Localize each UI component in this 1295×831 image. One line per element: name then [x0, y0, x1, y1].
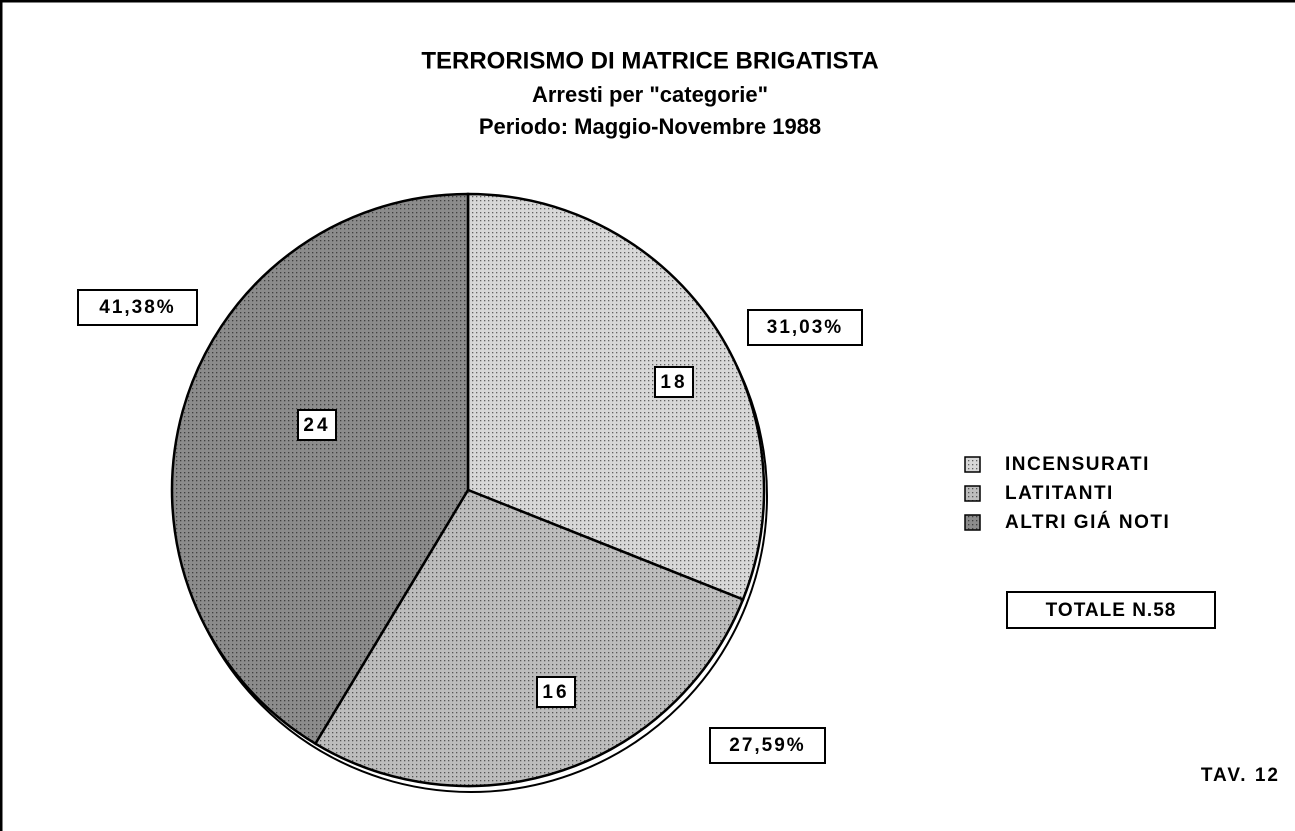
value-label-box	[77, 289, 198, 326]
slice-texture	[468, 194, 764, 600]
count-label: 18	[660, 372, 687, 393]
slice-texture	[315, 490, 744, 786]
value-label-box	[747, 309, 863, 346]
legend-texture	[965, 515, 980, 530]
chart-title: TERRORISMO DI MATRICE BRIGATISTA	[421, 47, 878, 74]
count-label: 24	[303, 415, 330, 436]
annotation: TAV. 12	[1201, 765, 1280, 786]
count-box	[654, 366, 694, 398]
count-label: 16	[542, 682, 569, 703]
chart-subtitle: Periodo: Maggio-Novembre 1988	[479, 114, 821, 139]
legend-label: ALTRI GIÁ NOTI	[1005, 511, 1170, 533]
legend-label: LATITANTI	[1005, 483, 1114, 504]
count-box	[297, 409, 337, 441]
value-label: 27,59%	[729, 735, 805, 756]
value-label: 31,03%	[767, 317, 843, 338]
total-label: TOTALE N.58	[1046, 600, 1177, 621]
slice-texture	[171, 193, 468, 744]
legend-label: INCENSURATI	[1005, 454, 1150, 475]
legend-texture	[965, 486, 980, 501]
count-box	[536, 676, 576, 708]
value-label: 41,38%	[99, 297, 175, 318]
chart-subtitle: Arresti per "categorie"	[532, 82, 768, 107]
value-label-box	[709, 727, 826, 764]
total-box	[1006, 591, 1216, 629]
legend-texture	[965, 457, 980, 472]
